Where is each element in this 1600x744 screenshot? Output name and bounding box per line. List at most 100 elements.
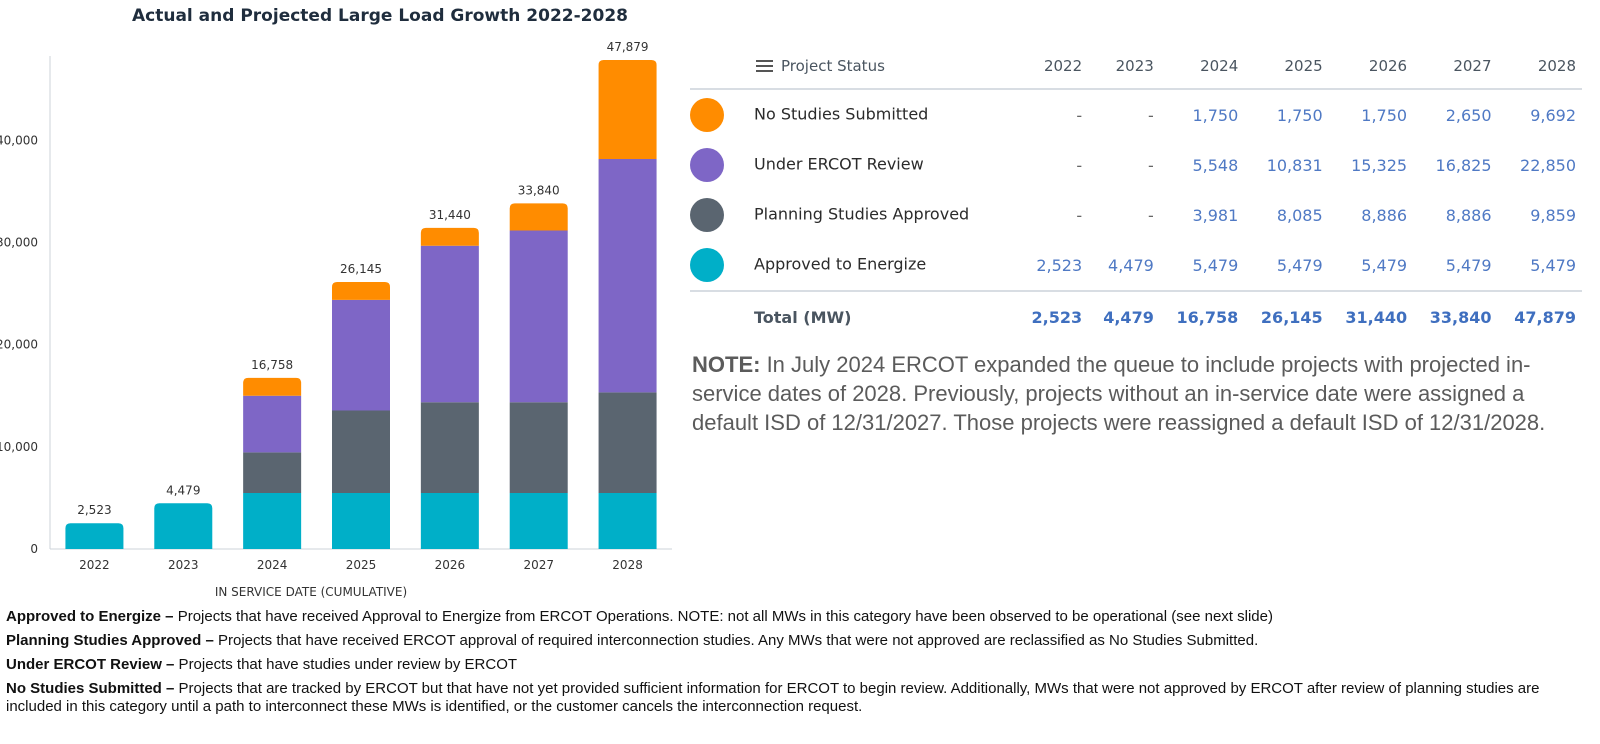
bar-segment: [243, 452, 302, 494]
bar-segment: [509, 203, 568, 231]
value-cell: 1,750: [1361, 105, 1408, 125]
value-cell: 2,523: [1036, 255, 1083, 275]
x-tick-label: 2024: [257, 558, 288, 572]
value-cell: 5,479: [1361, 255, 1408, 275]
y-tick-label: 30,000: [0, 236, 38, 250]
bar-segment: [420, 227, 479, 246]
bar-segment: [243, 377, 302, 396]
value-cell: 5,479: [1445, 255, 1492, 275]
total-value-cell: 31,440: [1328, 290, 1414, 342]
bar-segment: [598, 392, 657, 494]
year-header: 2024: [1159, 44, 1245, 90]
value-cell: 1,750: [1276, 105, 1323, 125]
status-label: Approved to Energize: [754, 254, 927, 274]
total-value-cell: 47,879: [1497, 290, 1582, 342]
value-cell: 5,479: [1276, 255, 1323, 275]
bar-segment: [509, 230, 568, 403]
year-header: 2027: [1413, 44, 1498, 90]
definition-item: Approved to Energize – Projects that hav…: [6, 608, 1586, 626]
definition-text: Projects that have studies under review …: [174, 656, 518, 673]
status-label: Planning Studies Approved: [754, 204, 970, 224]
status-label: No Studies Submitted: [754, 104, 929, 124]
bar-segment: [509, 402, 568, 494]
definition-term: Approved to Energize –: [6, 608, 174, 625]
definition-item: Under ERCOT Review – Projects that have …: [6, 656, 1586, 674]
bar-total-label: 31,440: [429, 208, 471, 222]
value-cell: 8,886: [1361, 205, 1408, 225]
x-tick-label: 2026: [435, 558, 466, 572]
bar-segment: [332, 299, 390, 411]
legend-dot-icon[interactable]: [690, 98, 724, 132]
x-tick-label: 2025: [346, 558, 377, 572]
value-cell: 4,479: [1108, 255, 1154, 275]
definition-item: No Studies Submitted – Projects that are…: [6, 680, 1586, 716]
definition-item: Planning Studies Approved – Projects tha…: [6, 632, 1586, 650]
value-cell: -: [1148, 155, 1154, 175]
value-cell: -: [1148, 205, 1154, 225]
definition-term: Under ERCOT Review –: [6, 656, 175, 673]
value-cell: -: [1148, 105, 1154, 125]
bar-total-label: 26,145: [340, 262, 382, 276]
total-label: Total (MW): [690, 290, 1017, 342]
bar-segment: [332, 281, 390, 300]
value-cell: 16,825: [1435, 155, 1492, 175]
year-header: 2025: [1244, 44, 1329, 90]
value-cell: 9,859: [1530, 205, 1576, 225]
bar-segment: [509, 493, 568, 549]
value-cell: 2,650: [1445, 105, 1492, 125]
total-label-text: Total (MW): [754, 307, 852, 327]
total-value-cell: 26,145: [1244, 290, 1329, 342]
menu-icon[interactable]: [756, 57, 773, 75]
bar-total-label: 2,523: [77, 503, 111, 517]
definition-text: Projects that are tracked by ERCOT but t…: [6, 680, 1540, 715]
project-status-header[interactable]: Project Status: [690, 44, 1017, 90]
year-header: 2026: [1328, 44, 1414, 90]
total-value-cell: 33,840: [1413, 290, 1498, 342]
total-row: Total (MW) 2,523 4,479 16,758 26,145 31,440 33…: [690, 290, 1582, 342]
table-row: Planning Studies Approved - - 3,981 8,085 8,8…: [690, 190, 1582, 240]
value-cell: 8,085: [1276, 205, 1323, 225]
year-header: 2022: [1016, 44, 1089, 90]
x-tick-label: 2023: [168, 558, 199, 572]
bar-total-label: 33,840: [518, 183, 560, 197]
stacked-bar-chart: 0 10,000 20,000 30,000 40,000 2,523 2022 4,479 2…: [0, 40, 672, 599]
total-value-cell: 4,479: [1088, 290, 1160, 342]
chart-title: Actual and Projected Large Load Growth 2…: [132, 6, 628, 26]
bar-segment: [420, 245, 479, 403]
definition-text: Projects that have received Approval to …: [173, 608, 1273, 625]
year-header: 2023: [1088, 44, 1160, 90]
legend-dot-icon[interactable]: [690, 198, 724, 232]
x-axis-title: IN SERVICE DATE (CUMULATIVE): [215, 585, 407, 599]
bar-segment: [243, 395, 302, 453]
total-value-cell: 2,523: [1016, 290, 1089, 342]
y-tick-label: 40,000: [0, 133, 38, 147]
table-row: Under ERCOT Review - - 5,548 10,831 15,325 16,…: [690, 140, 1582, 190]
value-cell: 8,886: [1445, 205, 1492, 225]
value-cell: 10,831: [1266, 155, 1323, 175]
status-label: Under ERCOT Review: [754, 154, 924, 174]
value-cell: -: [1076, 205, 1083, 225]
project-status-header-label: Project Status: [781, 56, 885, 75]
bar-segment: [65, 523, 124, 549]
definition-term: Planning Studies Approved –: [6, 632, 214, 649]
value-cell: -: [1076, 155, 1083, 175]
legend-dot-icon[interactable]: [690, 248, 724, 282]
note-prefix: NOTE:: [692, 352, 761, 377]
total-value-cell: 16,758: [1159, 290, 1245, 342]
legend-dot-icon[interactable]: [690, 148, 724, 182]
bar-segment: [598, 59, 657, 159]
bar-segment: [332, 410, 390, 494]
bar-total-label: 47,879: [607, 40, 649, 54]
definition-term: No Studies Submitted –: [6, 680, 175, 697]
y-tick-label: 10,000: [0, 440, 38, 454]
value-cell: 15,325: [1351, 155, 1408, 175]
definitions: Approved to Energize – Projects that hav…: [6, 608, 1586, 722]
y-tick-label: 0: [30, 542, 38, 556]
note-body: In July 2024 ERCOT expanded the queue to…: [692, 352, 1546, 435]
project-status-table: Project Status 2022 2023 2024 2025 2026 2027 2…: [690, 44, 1582, 342]
table-row: No Studies Submitted - - 1,750 1,750 1,750 2,6…: [690, 89, 1582, 140]
y-tick-label: 20,000: [0, 338, 38, 352]
value-cell: 22,850: [1520, 155, 1576, 175]
status-cell: No Studies Submitted: [690, 89, 1016, 140]
status-cell: Under ERCOT Review: [690, 140, 1016, 190]
